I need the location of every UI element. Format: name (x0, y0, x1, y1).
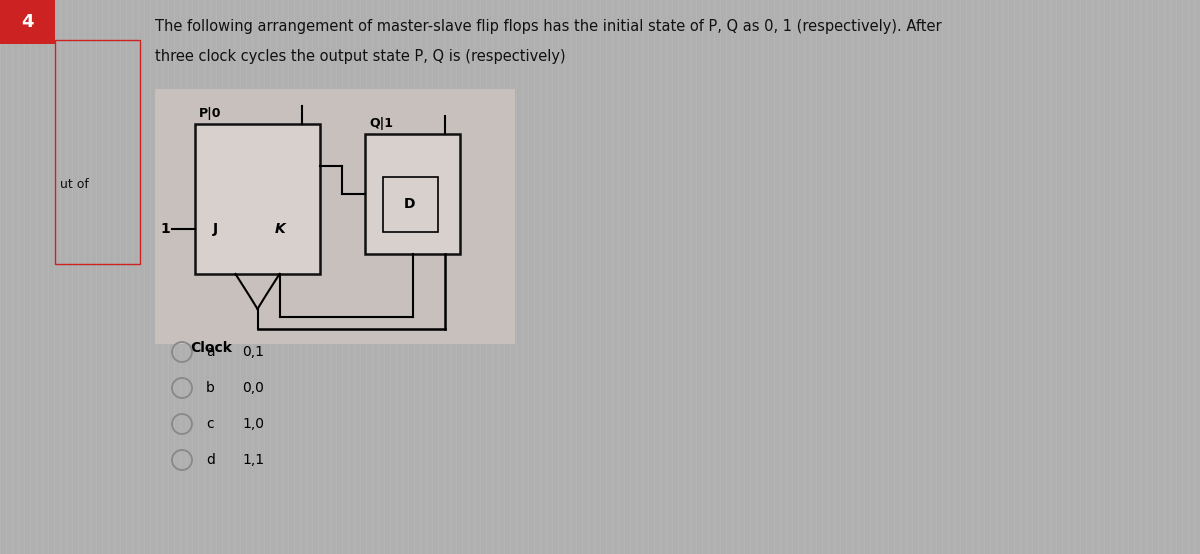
Text: three clock cycles the output state P, Q is (respectively): three clock cycles the output state P, Q… (155, 49, 565, 64)
Text: c: c (206, 417, 214, 431)
Text: Clock: Clock (190, 341, 232, 355)
Bar (365, 134, 460, 254)
Text: J: J (212, 222, 217, 236)
Text: 0,0: 0,0 (242, 381, 264, 395)
Text: Q|1: Q|1 (370, 117, 394, 130)
Text: a: a (206, 345, 215, 359)
Text: ut of: ut of (60, 177, 89, 191)
Bar (155, 89, 515, 344)
Text: 0,1: 0,1 (242, 345, 264, 359)
Text: 1: 1 (160, 222, 169, 236)
Bar (383, 177, 438, 232)
Text: 1,0: 1,0 (242, 417, 264, 431)
Text: 4: 4 (20, 13, 34, 31)
Text: K: K (275, 222, 286, 236)
Text: D: D (404, 197, 415, 211)
Text: 1,1: 1,1 (242, 453, 264, 467)
Bar (55, 40, 140, 264)
Text: d: d (206, 453, 215, 467)
Bar (194, 124, 320, 274)
Text: b: b (206, 381, 215, 395)
Text: P|0: P|0 (199, 107, 222, 120)
Bar (0, 0, 55, 44)
Text: The following arrangement of master-slave flip flops has the initial state of P,: The following arrangement of master-slav… (155, 19, 942, 34)
